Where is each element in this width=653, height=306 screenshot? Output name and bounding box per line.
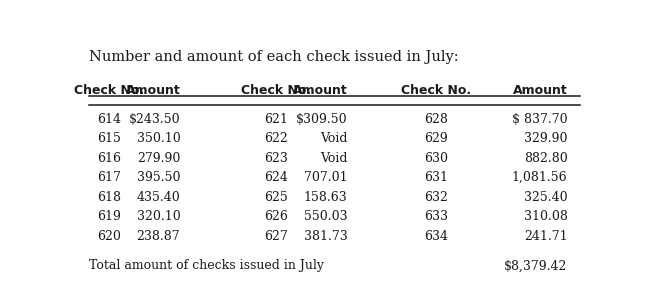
Text: 238.87: 238.87: [136, 230, 180, 243]
Text: 620: 620: [97, 230, 121, 243]
Text: Check No.: Check No.: [242, 84, 311, 97]
Text: 241.71: 241.71: [524, 230, 567, 243]
Text: 350.10: 350.10: [136, 132, 180, 145]
Text: 618: 618: [97, 191, 121, 204]
Text: $309.50: $309.50: [296, 113, 347, 125]
Text: 395.50: 395.50: [137, 171, 180, 184]
Text: Amount: Amount: [125, 84, 180, 97]
Text: 633: 633: [424, 210, 448, 223]
Text: Check No.: Check No.: [74, 84, 144, 97]
Text: Number and amount of each check issued in July:: Number and amount of each check issued i…: [89, 50, 459, 64]
Text: 631: 631: [424, 171, 448, 184]
Text: 614: 614: [97, 113, 121, 125]
Text: 882.80: 882.80: [524, 152, 567, 165]
Text: 628: 628: [424, 113, 448, 125]
Text: 320.10: 320.10: [136, 210, 180, 223]
Text: 626: 626: [264, 210, 289, 223]
Text: $243.50: $243.50: [129, 113, 180, 125]
Text: Amount: Amount: [513, 84, 567, 97]
Text: Check No.: Check No.: [401, 84, 471, 97]
Text: 329.90: 329.90: [524, 132, 567, 145]
Text: 707.01: 707.01: [304, 171, 347, 184]
Text: 634: 634: [424, 230, 448, 243]
Text: Total amount of checks issued in July: Total amount of checks issued in July: [89, 259, 325, 272]
Text: 381.73: 381.73: [304, 230, 347, 243]
Text: 623: 623: [264, 152, 289, 165]
Text: 625: 625: [264, 191, 289, 204]
Text: 629: 629: [424, 132, 448, 145]
Text: $8,379.42: $8,379.42: [504, 259, 567, 272]
Text: 1,081.56: 1,081.56: [512, 171, 567, 184]
Text: 310.08: 310.08: [524, 210, 567, 223]
Text: Void: Void: [320, 132, 347, 145]
Text: 627: 627: [264, 230, 289, 243]
Text: 550.03: 550.03: [304, 210, 347, 223]
Text: 435.40: 435.40: [136, 191, 180, 204]
Text: 632: 632: [424, 191, 448, 204]
Text: 630: 630: [424, 152, 448, 165]
Text: 158.63: 158.63: [304, 191, 347, 204]
Text: 617: 617: [97, 171, 121, 184]
Text: 615: 615: [97, 132, 121, 145]
Text: $ 837.70: $ 837.70: [512, 113, 567, 125]
Text: 621: 621: [264, 113, 289, 125]
Text: 279.90: 279.90: [137, 152, 180, 165]
Text: 325.40: 325.40: [524, 191, 567, 204]
Text: Amount: Amount: [293, 84, 347, 97]
Text: Void: Void: [320, 152, 347, 165]
Text: 624: 624: [264, 171, 289, 184]
Text: 616: 616: [97, 152, 121, 165]
Text: 622: 622: [264, 132, 289, 145]
Text: 619: 619: [97, 210, 121, 223]
